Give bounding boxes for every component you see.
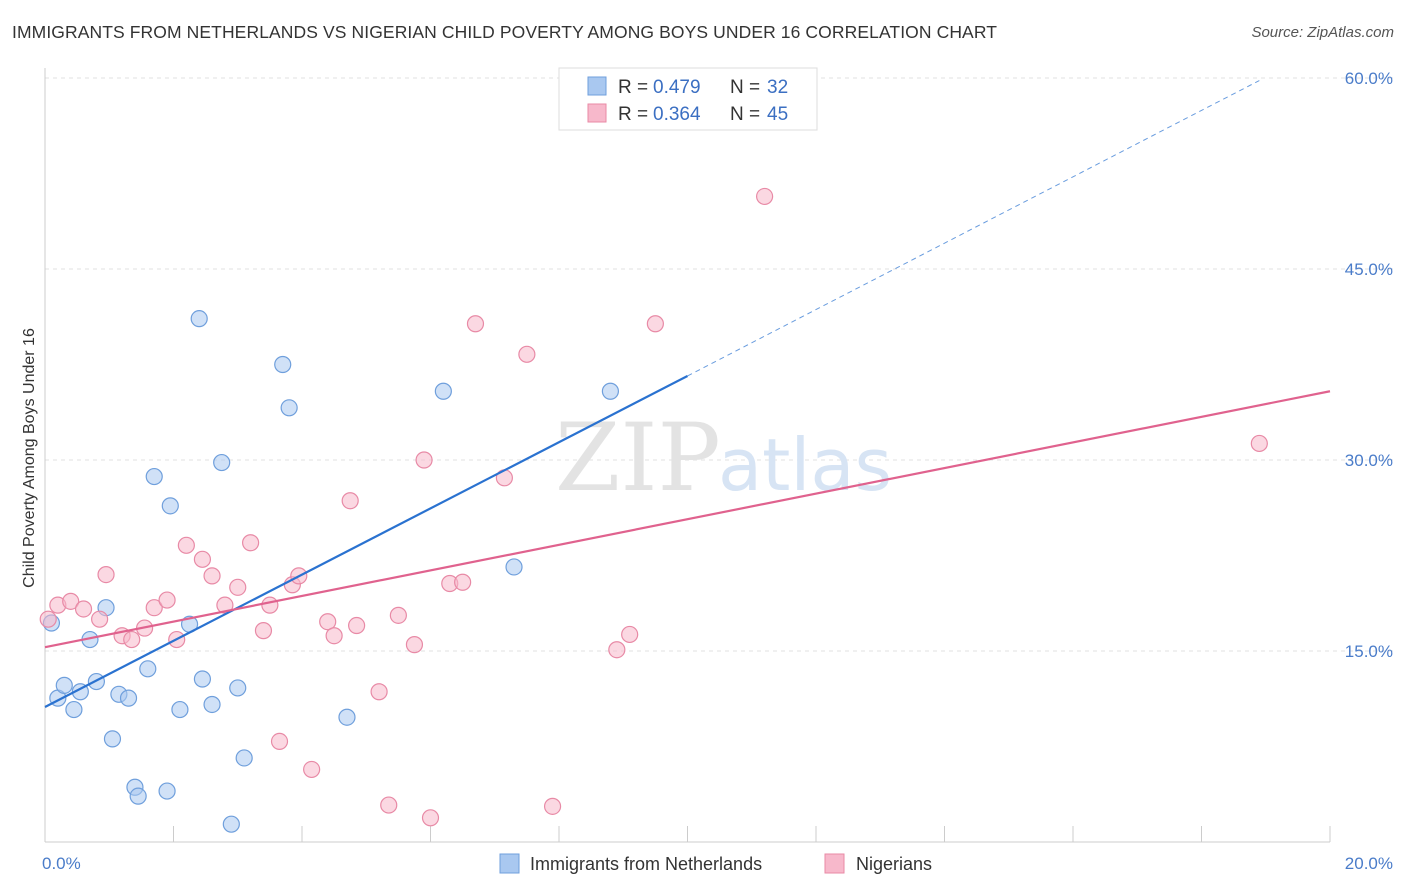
point-s0-21	[213, 453, 231, 472]
point-s1-25	[325, 627, 343, 645]
trend-lines	[44, 80, 1331, 709]
bottom-legend-label-netherlands: Immigrants from Netherlands	[530, 854, 762, 874]
y-tick-label-2: 45.0%	[1345, 260, 1393, 279]
point-s1-31	[405, 636, 424, 654]
y-tick-labels: 15.0% 30.0% 45.0% 60.0%	[1345, 69, 1393, 661]
y-tick-label-1: 30.0%	[1345, 451, 1393, 470]
legend-n-label-1: N =	[730, 77, 765, 98]
legend-n-value-2: 45	[767, 104, 788, 125]
point-s1-7	[123, 630, 141, 649]
point-s1-16	[229, 578, 247, 596]
point-s1-14	[203, 567, 221, 585]
point-s0-9	[119, 689, 138, 707]
point-s1-4	[91, 610, 109, 628]
point-s0-7	[103, 730, 122, 748]
point-s1-10	[158, 591, 176, 609]
point-s0-1	[55, 676, 73, 694]
legend-r-label-2: R =	[618, 104, 653, 125]
legend-r-value-2: 0.364	[653, 104, 701, 125]
point-s1-44	[1250, 434, 1268, 453]
point-s0-13	[145, 467, 163, 486]
point-s0-28	[434, 382, 452, 400]
point-s1-28	[370, 683, 388, 701]
point-s1-17	[242, 534, 260, 552]
point-s1-12	[177, 536, 195, 554]
point-s1-36	[466, 315, 485, 333]
point-s0-2	[65, 700, 83, 719]
x-tick-labels: 0.0% 20.0%	[42, 854, 1393, 873]
point-s1-29	[380, 796, 398, 814]
point-s0-27	[338, 708, 356, 726]
chart-title: IMMIGRANTS FROM NETHERLANDS VS NIGERIAN …	[12, 22, 998, 42]
point-s0-19	[193, 670, 212, 688]
bottom-legend-swatch-nigerians	[824, 853, 845, 874]
point-s1-35	[454, 573, 472, 591]
point-s0-14	[158, 782, 176, 800]
point-s0-24	[235, 749, 253, 767]
legend-n-label-2: N =	[730, 104, 765, 125]
y-tick-label-3: 60.0%	[1345, 69, 1393, 88]
point-s0-18	[190, 310, 208, 328]
x-tick-label-0: 0.0%	[42, 854, 81, 873]
point-s0-26	[280, 399, 298, 417]
point-s0-12	[139, 660, 157, 678]
point-s1-39	[543, 797, 562, 815]
legend-r-value-1: 0.479	[653, 77, 701, 98]
legend-swatch-netherlands	[587, 76, 607, 96]
point-s0-23	[229, 679, 247, 697]
bottom-legend: Immigrants from Netherlands Nigerians	[499, 853, 932, 874]
point-s1-5	[97, 565, 115, 584]
legend-r-label-1: R =	[618, 77, 653, 98]
bottom-legend-label-nigerians: Nigerians	[856, 854, 932, 874]
source-label: Source: ZipAtlas.com	[1251, 24, 1394, 41]
point-s0-16	[171, 700, 189, 719]
bottom-legend-swatch-netherlands	[499, 853, 520, 874]
point-s1-42	[646, 315, 664, 333]
point-s1-38	[518, 345, 536, 363]
point-s0-15	[161, 497, 179, 515]
y-tick-label-0: 15.0%	[1345, 642, 1393, 661]
x-tick-label-1: 20.0%	[1345, 854, 1393, 873]
point-s0-11	[129, 787, 147, 805]
watermark: ZIP atlas	[555, 404, 892, 513]
axes	[44, 68, 1331, 843]
legend: R = 0.479 N = 32 R = 0.364 N = 45	[558, 67, 818, 131]
point-s1-19	[261, 596, 279, 614]
point-s1-43	[755, 187, 774, 206]
trend-line-nigerians	[44, 390, 1331, 649]
point-s0-30	[601, 382, 620, 400]
point-s1-27	[348, 616, 366, 635]
point-s1-23	[303, 760, 321, 779]
point-s1-30	[389, 606, 407, 624]
watermark-zip: ZIP	[555, 404, 721, 513]
point-s1-9	[145, 599, 163, 617]
point-s1-20	[270, 732, 289, 751]
watermark-atlas: atlas	[718, 423, 892, 507]
point-s0-29	[505, 558, 523, 576]
point-s1-41	[621, 625, 639, 644]
grid-lines	[45, 77, 1395, 652]
point-s1-3	[74, 600, 93, 618]
point-s0-25	[274, 355, 292, 374]
point-s0-20	[203, 695, 221, 714]
data-points	[39, 187, 1268, 833]
point-s1-18	[254, 622, 273, 640]
point-s1-32	[415, 451, 433, 469]
point-s1-2	[62, 592, 80, 610]
point-s1-33	[421, 809, 440, 827]
trend-line-netherlands	[44, 374, 689, 709]
point-s1-13	[193, 550, 212, 568]
point-s1-0	[39, 610, 57, 628]
y-axis-label: Child Poverty Among Boys Under 16	[21, 328, 38, 588]
point-s1-40	[608, 641, 626, 659]
point-s0-22	[222, 815, 240, 833]
point-s1-26	[341, 492, 359, 510]
legend-swatch-nigerians	[587, 103, 607, 123]
point-s1-24	[319, 613, 337, 631]
legend-n-value-1: 32	[767, 77, 788, 98]
